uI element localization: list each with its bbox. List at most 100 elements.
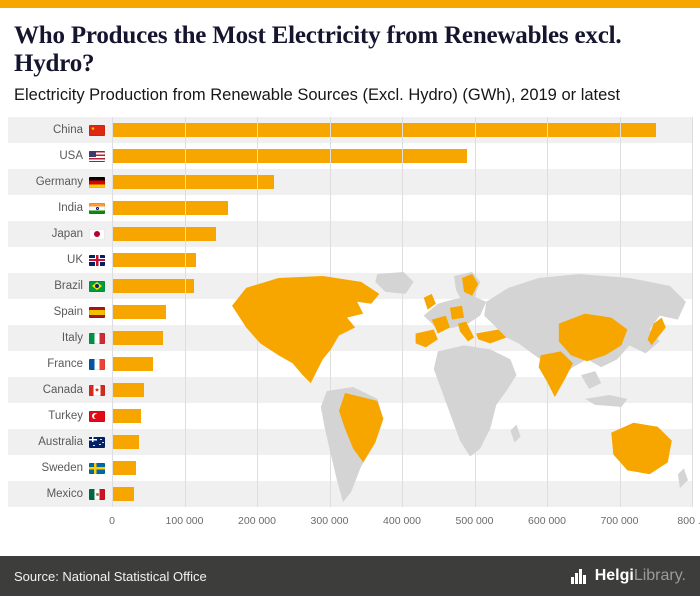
row-label-box: UK <box>8 254 112 266</box>
flag-icon-se <box>89 462 105 474</box>
brand-text: HelgiLibrary. <box>595 567 686 585</box>
flag-icon-in <box>89 202 105 214</box>
x-tick-label: 700 000 <box>600 515 639 527</box>
flag-icon-br <box>89 280 105 292</box>
value-bar-se[interactable] <box>112 461 136 475</box>
chart-row-fr: France <box>8 351 692 377</box>
bar-area <box>112 221 692 247</box>
chart-row-gb: UK <box>8 247 692 273</box>
x-tick-label: 500 000 <box>455 515 494 527</box>
row-label-box: Japan <box>8 228 112 240</box>
value-bar-tr[interactable] <box>112 409 141 423</box>
flag-icon-it <box>89 332 105 344</box>
row-label-box: Brazil <box>8 280 112 292</box>
bar-area <box>112 403 692 429</box>
country-label: Spain <box>53 306 83 318</box>
value-bar-in[interactable] <box>112 201 228 215</box>
value-bar-au[interactable] <box>112 435 139 449</box>
flag-icon-us <box>89 150 105 162</box>
row-label-box: Turkey <box>8 410 112 422</box>
bar-chart: China USA Germany India Japan UK Brazil Spain It… <box>8 117 700 533</box>
x-tick-label: 100 000 <box>165 515 204 527</box>
row-label-box: Spain <box>8 306 112 318</box>
row-label-box: Sweden <box>8 462 112 474</box>
bar-area <box>112 143 692 169</box>
chart-subtitle: Electricity Production from Renewable So… <box>14 86 621 104</box>
brand-name-primary: Helgi <box>594 567 634 584</box>
row-label-box: China <box>8 124 112 136</box>
bar-area <box>112 429 692 455</box>
chart-row-it: Italy <box>8 325 692 351</box>
value-bar-br[interactable] <box>112 279 194 293</box>
value-bar-mx[interactable] <box>112 487 134 501</box>
chart-row-ca: Canada <box>8 377 692 403</box>
chart-row-in: India <box>8 195 692 221</box>
country-label: Turkey <box>48 410 83 422</box>
chart-row-se: Sweden <box>8 455 692 481</box>
bar-area <box>112 117 692 143</box>
flag-icon-fr <box>89 358 105 370</box>
flag-icon-cn <box>89 124 105 136</box>
flag-icon-mx <box>89 488 105 500</box>
country-label: Brazil <box>54 280 83 292</box>
chart-row-de: Germany <box>8 169 692 195</box>
value-bar-de[interactable] <box>112 175 275 189</box>
value-bar-it[interactable] <box>112 331 163 345</box>
bar-area <box>112 247 692 273</box>
bar-rows: China USA Germany India Japan UK Brazil Spain It… <box>8 117 692 507</box>
value-bar-jp[interactable] <box>112 227 217 241</box>
bar-area <box>112 351 692 377</box>
chart-row-es: Spain <box>8 299 692 325</box>
brand-logo[interactable]: HelgiLibrary. <box>570 567 686 585</box>
country-label: France <box>47 358 83 370</box>
value-bar-es[interactable] <box>112 305 166 319</box>
country-label: Mexico <box>46 488 83 500</box>
row-label-box: Italy <box>8 332 112 344</box>
country-label: Germany <box>35 176 83 188</box>
country-label: Canada <box>42 384 83 396</box>
bar-area <box>112 273 692 299</box>
chart-row-tr: Turkey <box>8 403 692 429</box>
flag-icon-au <box>89 436 105 448</box>
country-label: Australia <box>38 436 83 448</box>
value-bar-ca[interactable] <box>112 383 144 397</box>
row-label-box: Canada <box>8 384 112 396</box>
gridline <box>692 117 693 507</box>
x-tick-label: 200 000 <box>238 515 276 527</box>
bar-area <box>112 299 692 325</box>
value-bar-us[interactable] <box>112 149 468 163</box>
x-tick-label: 300 000 <box>310 515 349 527</box>
flag-icon-de <box>89 176 105 188</box>
bar-area <box>112 377 692 403</box>
flag-icon-jp <box>89 228 105 240</box>
x-axis: 0 100 000 200 000 300 000 400 000 500 000 600 … <box>109 511 700 533</box>
flag-icon-es <box>89 306 105 318</box>
bar-area <box>112 481 692 507</box>
value-bar-cn[interactable] <box>112 123 656 137</box>
x-tick-label: 0 <box>109 515 115 527</box>
source-text: Source: National Statistical Office <box>14 568 207 584</box>
row-label-box: Australia <box>8 436 112 448</box>
brand-name-secondary: Library. <box>633 567 686 584</box>
bar-area <box>112 169 692 195</box>
row-label-box: France <box>8 358 112 370</box>
header: Who Produces the Most Electricity from R… <box>0 8 700 105</box>
country-label: USA <box>59 150 83 162</box>
x-tick-label: 600 000 <box>528 515 566 527</box>
country-label: Sweden <box>41 462 83 474</box>
chart-row-mx: Mexico <box>8 481 692 507</box>
country-label: UK <box>67 254 83 266</box>
bar-area <box>112 455 692 481</box>
country-label: China <box>52 124 83 136</box>
row-label-box: USA <box>8 150 112 162</box>
value-bar-gb[interactable] <box>112 253 197 267</box>
bar-area <box>112 325 692 351</box>
chart-row-br: Brazil <box>8 273 692 299</box>
accent-topbar <box>0 0 700 8</box>
page-title: Who Produces the Most Electricity from R… <box>14 22 622 77</box>
flag-icon-tr <box>89 410 105 422</box>
chart-row-au: Australia <box>8 429 692 455</box>
country-label: India <box>58 202 83 214</box>
value-bar-fr[interactable] <box>112 357 154 371</box>
